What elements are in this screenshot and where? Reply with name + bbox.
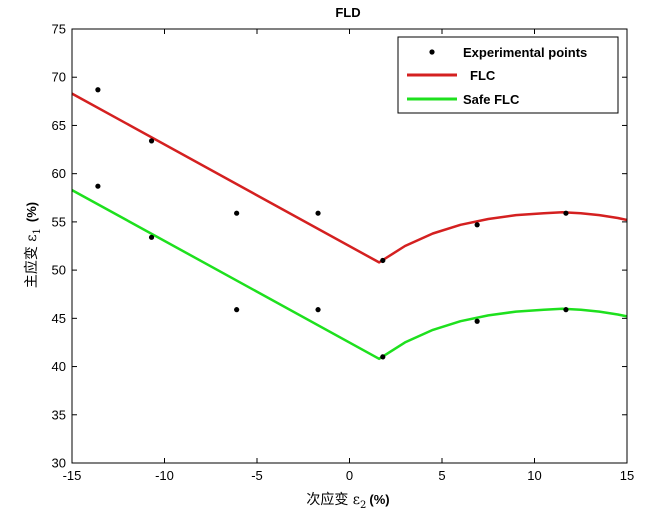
x-tick-label: 10 <box>527 468 541 483</box>
legend-marker-points <box>429 49 435 55</box>
legend-label-flc: FLC <box>470 68 496 83</box>
legend-label-points: Experimental points <box>463 45 587 60</box>
experimental-point <box>474 318 480 324</box>
y-axis: 30 35 40 45 50 55 60 65 70 75 <box>52 22 627 471</box>
experimental-point <box>380 354 386 360</box>
legend-label-safe-flc: Safe FLC <box>463 92 520 107</box>
experimental-point <box>315 210 321 216</box>
x-axis: -15 -10 -5 0 5 10 15 <box>63 29 634 483</box>
experimental-point <box>234 210 240 216</box>
experimental-point <box>148 138 155 144</box>
experimental-point <box>95 87 101 93</box>
series-layer <box>71 87 628 361</box>
safe-flc-curve <box>71 189 628 361</box>
y-tick-label: 40 <box>52 359 66 374</box>
y-tick-label: 45 <box>52 311 66 326</box>
x-tick-label: -5 <box>251 468 263 483</box>
x-axis-label-unit: (%) <box>369 492 389 507</box>
y-axis-label-subscript: 1 <box>32 228 43 234</box>
experimental-point <box>474 222 480 228</box>
experimental-point <box>234 307 240 313</box>
flc-curve <box>71 92 628 264</box>
y-axis-label-main: 主应变 ε <box>23 234 40 288</box>
experimental-point <box>315 307 321 313</box>
y-tick-label: 65 <box>52 118 66 133</box>
y-axis-label: 主应变 ε1 (%) <box>23 202 43 288</box>
x-tick-label: -15 <box>63 468 82 483</box>
experimental-point <box>380 257 386 264</box>
x-tick-label: -10 <box>155 468 174 483</box>
y-tick-label: 55 <box>52 214 66 229</box>
y-tick-label: 30 <box>52 456 66 471</box>
legend: Experimental points FLC Safe FLC <box>397 36 619 114</box>
chart-title: FLD <box>335 5 360 20</box>
x-tick-label: 5 <box>438 468 445 483</box>
y-tick-label: 70 <box>52 70 66 85</box>
experimental-point <box>148 234 155 240</box>
experimental-point <box>95 183 101 189</box>
y-tick-label: 75 <box>52 22 66 37</box>
x-axis-label-main: 次应变 ε <box>306 491 360 508</box>
experimental-point <box>563 307 569 313</box>
x-tick-label: 0 <box>346 468 353 483</box>
experimental-point <box>563 210 569 216</box>
x-tick-label: 15 <box>620 468 634 483</box>
y-tick-label: 50 <box>52 263 66 278</box>
x-axis-label: 次应变 ε2 (%) <box>306 491 389 511</box>
x-axis-label-subscript: 2 <box>360 500 366 511</box>
y-axis-label-unit: (%) <box>24 202 39 222</box>
y-tick-label: 60 <box>52 166 66 181</box>
y-tick-label: 35 <box>52 407 66 422</box>
